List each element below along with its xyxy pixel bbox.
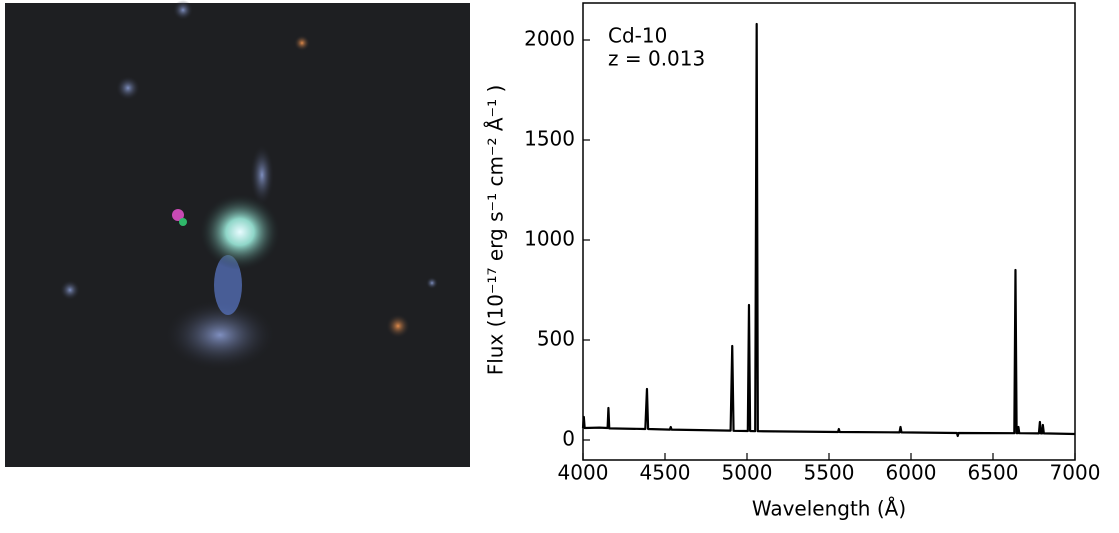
x-tick-label: 4500 (640, 461, 691, 485)
spectrum-line (581, 22, 1076, 438)
x-tick-label: 6000 (886, 461, 937, 485)
y-tick-label: 1500 (524, 127, 575, 151)
y-tick-label: 0 (562, 427, 575, 451)
plot-frame (582, 2, 1076, 461)
x-axis-label: Wavelength (Å) (752, 497, 906, 521)
y-axis-label: Flux (10⁻¹⁷ erg s⁻¹ cm⁻² Å⁻¹ ) (484, 85, 508, 376)
x-tick-label: 4000 (558, 461, 609, 485)
y-tick-label: 500 (537, 327, 575, 351)
sky-image (5, 0, 470, 467)
annotation: Cd-10 (608, 24, 667, 48)
x-tick-label: 7000 (1050, 461, 1101, 485)
annotation: z = 0.013 (608, 47, 705, 71)
x-tick-label: 6500 (968, 461, 1019, 485)
x-tick-label: 5500 (804, 461, 855, 485)
x-tick-label: 5000 (722, 461, 773, 485)
y-tick-label: 1000 (524, 227, 575, 251)
y-tick-label: 2000 (524, 27, 575, 51)
